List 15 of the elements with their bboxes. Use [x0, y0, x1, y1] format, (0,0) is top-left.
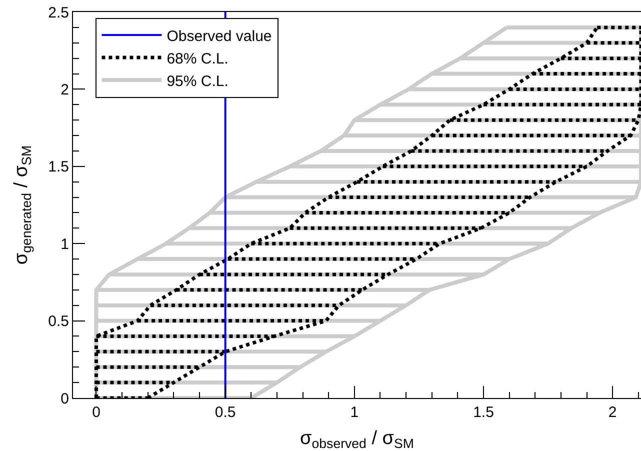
x-tick-label: 2 — [608, 404, 617, 421]
y-tick-label: 0 — [60, 390, 69, 408]
ref-line-label: Observed value — [166, 28, 272, 45]
legend-label: 68% C.L. — [166, 50, 228, 68]
x-tick-label: 1.5 — [473, 404, 494, 421]
y-tick-label: 2.5 — [48, 4, 69, 22]
y-tick-label: 1 — [60, 236, 69, 253]
x-axis-title: σ$_{observed}$ / σ$_{SM}$ — [300, 428, 414, 451]
y-tick-label: 1.5 — [48, 158, 69, 176]
y-tick-label: 0.5 — [48, 313, 69, 330]
x-tick-label: 0 — [92, 404, 100, 421]
x-tick-label: 1 — [350, 404, 359, 421]
legend-label: 95% C.L. — [166, 72, 228, 90]
x-tick-label: 0.5 — [214, 404, 236, 421]
y-tick-label: 2 — [60, 81, 69, 98]
